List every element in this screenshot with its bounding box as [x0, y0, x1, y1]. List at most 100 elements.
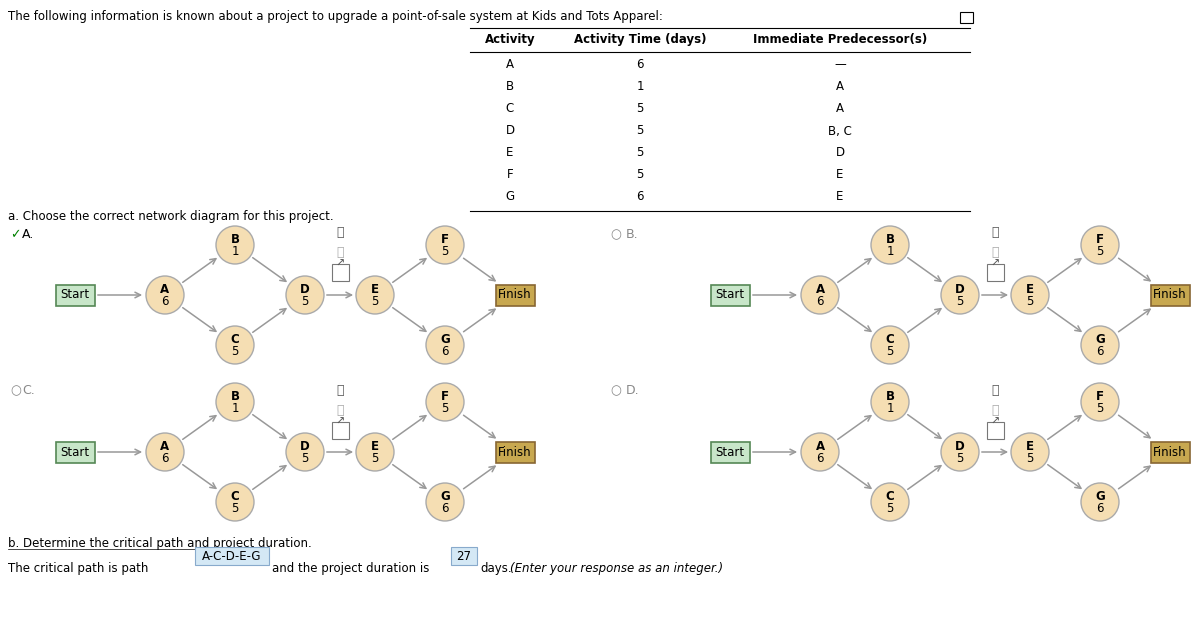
Text: 1: 1	[636, 80, 643, 94]
Text: E: E	[836, 190, 844, 204]
Circle shape	[941, 276, 979, 314]
Text: 1: 1	[232, 402, 239, 415]
Text: 5: 5	[887, 345, 894, 358]
Circle shape	[802, 433, 839, 471]
Text: A.: A.	[22, 228, 35, 241]
Text: 5: 5	[636, 102, 643, 116]
Text: Finish: Finish	[1153, 288, 1187, 301]
Text: 🔍: 🔍	[336, 245, 343, 258]
FancyBboxPatch shape	[1151, 284, 1189, 305]
Text: D: D	[300, 283, 310, 296]
Text: The critical path is path: The critical path is path	[8, 562, 149, 575]
Text: A: A	[836, 102, 844, 116]
Text: 5: 5	[301, 295, 308, 308]
Text: Finish: Finish	[498, 288, 532, 301]
Text: F: F	[442, 390, 449, 403]
Circle shape	[1081, 383, 1120, 421]
Text: A: A	[506, 59, 514, 71]
Text: B, C: B, C	[828, 125, 852, 138]
Text: C: C	[506, 102, 514, 116]
Text: 5: 5	[442, 245, 449, 258]
Text: Start: Start	[715, 288, 744, 301]
Text: G: G	[440, 333, 450, 346]
Circle shape	[426, 483, 464, 521]
Text: 6: 6	[1097, 345, 1104, 358]
Text: ✓: ✓	[10, 228, 20, 241]
Circle shape	[356, 433, 394, 471]
Text: 1: 1	[887, 402, 894, 415]
Text: 6: 6	[816, 452, 823, 465]
Text: D.: D.	[626, 384, 640, 397]
Text: Start: Start	[60, 446, 90, 458]
Text: 6: 6	[161, 295, 169, 308]
Text: D: D	[300, 440, 310, 453]
Text: 5: 5	[301, 452, 308, 465]
Text: 5: 5	[371, 295, 379, 308]
Text: Activity: Activity	[485, 33, 535, 47]
FancyBboxPatch shape	[710, 284, 750, 305]
FancyBboxPatch shape	[496, 442, 534, 463]
Text: 5: 5	[956, 452, 964, 465]
Text: 5: 5	[636, 169, 643, 181]
Circle shape	[216, 483, 254, 521]
Text: ○: ○	[10, 384, 20, 397]
Text: (Enter your response as an integer.): (Enter your response as an integer.)	[510, 562, 724, 575]
Circle shape	[871, 483, 910, 521]
Text: 5: 5	[1026, 452, 1033, 465]
Text: 5: 5	[371, 452, 379, 465]
Circle shape	[216, 226, 254, 264]
Text: 6: 6	[1097, 502, 1104, 515]
Text: C: C	[886, 490, 894, 503]
Circle shape	[426, 326, 464, 364]
Text: 1: 1	[232, 245, 239, 258]
Text: F: F	[1096, 233, 1104, 246]
Circle shape	[356, 276, 394, 314]
Text: Finish: Finish	[1153, 446, 1187, 458]
Circle shape	[1081, 226, 1120, 264]
Text: 5: 5	[956, 295, 964, 308]
Text: F: F	[506, 169, 514, 181]
Text: ↗: ↗	[990, 417, 1000, 427]
Text: E: E	[371, 440, 379, 453]
Circle shape	[1081, 483, 1120, 521]
Text: b. Determine the critical path and project duration.: b. Determine the critical path and proje…	[8, 537, 312, 550]
Text: 5: 5	[1097, 245, 1104, 258]
Text: E: E	[371, 283, 379, 296]
Text: G: G	[440, 490, 450, 503]
Text: A: A	[816, 440, 824, 453]
Text: Immediate Predecessor(s): Immediate Predecessor(s)	[752, 33, 928, 47]
Text: E: E	[506, 147, 514, 159]
FancyBboxPatch shape	[331, 264, 348, 281]
Text: 5: 5	[442, 402, 449, 415]
Circle shape	[941, 433, 979, 471]
Text: B: B	[886, 390, 894, 403]
Text: A: A	[161, 283, 169, 296]
Text: 🔍: 🔍	[991, 226, 998, 238]
Text: C: C	[886, 333, 894, 346]
FancyBboxPatch shape	[1151, 442, 1189, 463]
Text: D: D	[955, 440, 965, 453]
FancyBboxPatch shape	[986, 422, 1003, 439]
Text: 5: 5	[636, 147, 643, 159]
Circle shape	[146, 276, 184, 314]
FancyBboxPatch shape	[331, 422, 348, 439]
Text: D: D	[955, 283, 965, 296]
Text: Start: Start	[715, 446, 744, 458]
Circle shape	[1010, 433, 1049, 471]
Circle shape	[286, 433, 324, 471]
Text: G: G	[1096, 490, 1105, 503]
Text: days.: days.	[480, 562, 511, 575]
Text: A: A	[836, 80, 844, 94]
Text: 6: 6	[636, 190, 643, 204]
Text: 27: 27	[456, 549, 472, 562]
Text: C.: C.	[22, 384, 35, 397]
Text: G: G	[1096, 333, 1105, 346]
Text: The following information is known about a project to upgrade a point-of-sale sy: The following information is known about…	[8, 10, 662, 23]
Circle shape	[871, 226, 910, 264]
Text: 6: 6	[816, 295, 823, 308]
Circle shape	[871, 326, 910, 364]
Text: 6: 6	[161, 452, 169, 465]
Circle shape	[1010, 276, 1049, 314]
Text: A: A	[161, 440, 169, 453]
Text: F: F	[1096, 390, 1104, 403]
